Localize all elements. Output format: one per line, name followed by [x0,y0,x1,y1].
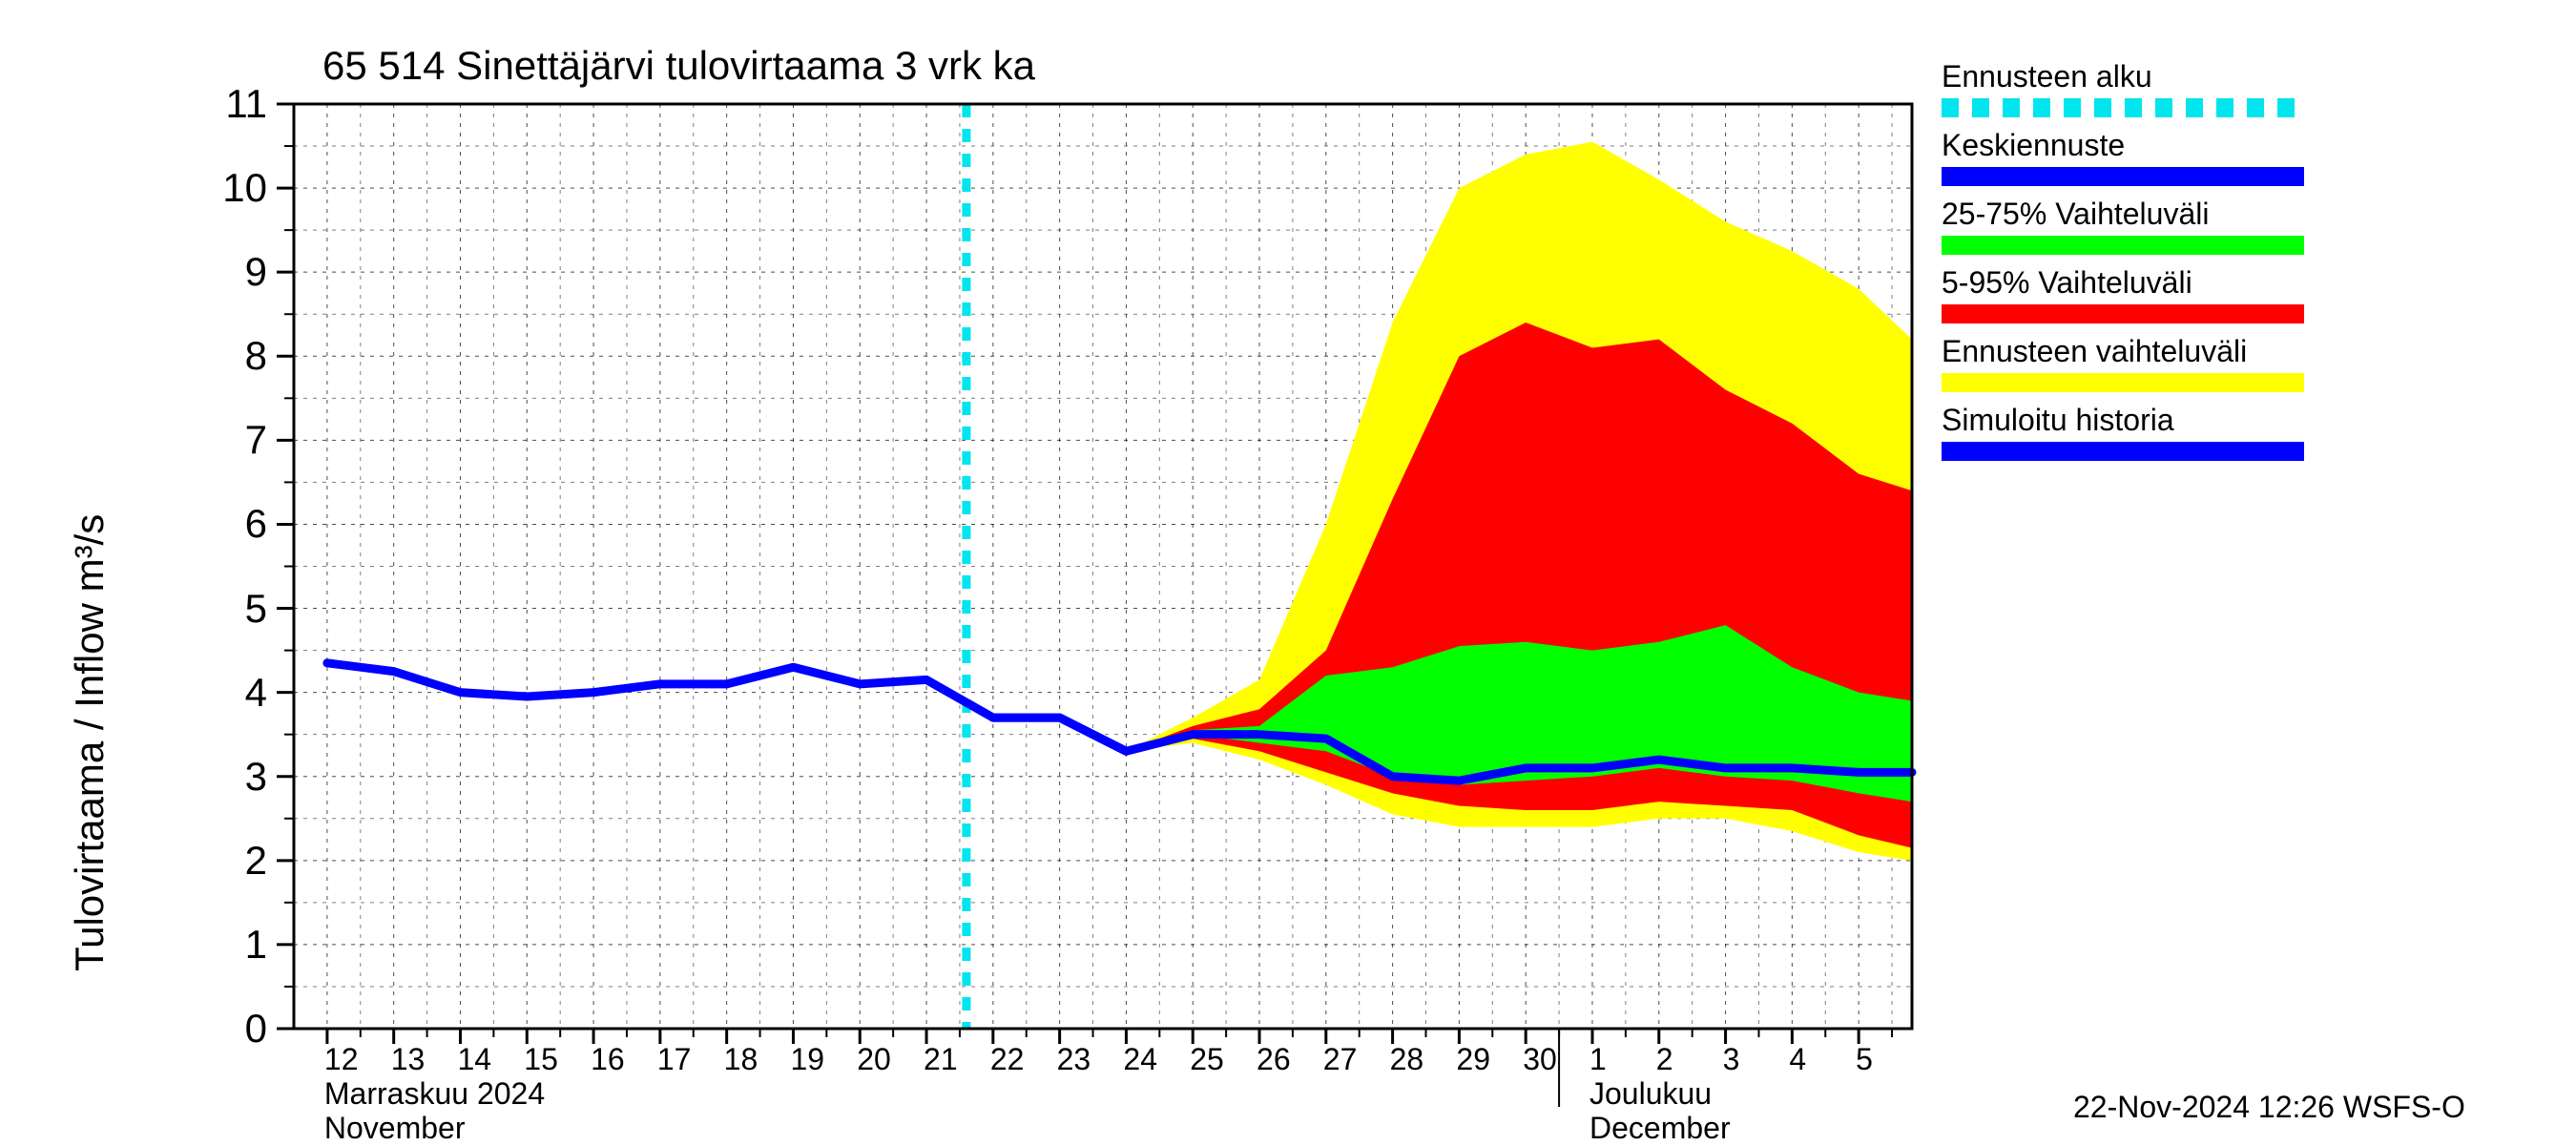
y-tick-label: 9 [0,249,267,295]
x-group-label: Joulukuu [1589,1076,1712,1112]
y-tick-label: 0 [0,1006,267,1052]
x-tick-label: 25 [1190,1042,1224,1077]
y-tick-label: 10 [0,165,267,211]
x-tick-label: 23 [1057,1042,1091,1077]
x-tick-label: 26 [1257,1042,1291,1077]
legend-swatch [1942,304,2304,323]
chart-container: 65 514 Sinettäjärvi tulovirtaama 3 vrk k… [0,0,2576,1145]
legend-swatch [1942,442,2304,461]
x-tick-label: 12 [324,1042,359,1077]
legend-entry: Ennusteen vaihteluväli [1942,334,2323,392]
legend-entry: Simuloitu historia [1942,403,2323,461]
y-tick-label: 11 [0,81,267,127]
x-tick-label: 27 [1323,1042,1358,1077]
x-tick-label: 17 [657,1042,692,1077]
legend-entry: 25-75% Vaihteluväli [1942,197,2323,255]
x-tick-label: 28 [1390,1042,1424,1077]
legend-label: Ennusteen vaihteluväli [1942,334,2323,369]
legend-swatch [1942,373,2304,392]
legend-entry: 5-95% Vaihteluväli [1942,265,2323,323]
x-tick-label: 15 [524,1042,558,1077]
x-tick-label: 24 [1123,1042,1157,1077]
y-tick-label: 8 [0,333,267,379]
y-tick-label: 3 [0,754,267,800]
x-tick-label: 18 [724,1042,758,1077]
y-tick-label: 4 [0,670,267,716]
legend-entry: Keskiennuste [1942,128,2323,186]
y-tick-label: 1 [0,922,267,968]
legend-label: 25-75% Vaihteluväli [1942,197,2323,232]
y-tick-label: 6 [0,501,267,547]
x-tick-label: 3 [1723,1042,1740,1077]
x-tick-label: 4 [1789,1042,1806,1077]
x-tick-label: 22 [990,1042,1025,1077]
legend-swatch [1942,167,2304,186]
y-tick-label: 2 [0,838,267,884]
y-tick-label: 5 [0,586,267,632]
x-tick-label: 5 [1856,1042,1873,1077]
legend-label: Ennusteen alku [1942,59,2323,94]
legend-entry: Ennusteen alku [1942,59,2323,117]
x-group-label: Marraskuu 2024 [324,1076,545,1112]
x-tick-label: 19 [790,1042,824,1077]
x-tick-label: 14 [457,1042,491,1077]
legend-swatch [1942,98,2304,117]
x-tick-label: 21 [924,1042,958,1077]
timestamp: 22-Nov-2024 12:26 WSFS-O [2073,1090,2465,1125]
y-tick-label: 7 [0,417,267,463]
x-tick-label: 29 [1456,1042,1490,1077]
x-tick-label: 30 [1523,1042,1557,1077]
legend-swatch [1942,236,2304,255]
legend-label: Keskiennuste [1942,128,2323,163]
x-tick-label: 13 [391,1042,426,1077]
x-group-label: November [324,1111,466,1146]
x-tick-label: 20 [857,1042,891,1077]
legend-label: Simuloitu historia [1942,403,2323,438]
legend-label: 5-95% Vaihteluväli [1942,265,2323,301]
x-tick-label: 1 [1589,1042,1607,1077]
x-tick-label: 2 [1656,1042,1673,1077]
x-tick-label: 16 [591,1042,625,1077]
x-group-label: December [1589,1111,1731,1146]
